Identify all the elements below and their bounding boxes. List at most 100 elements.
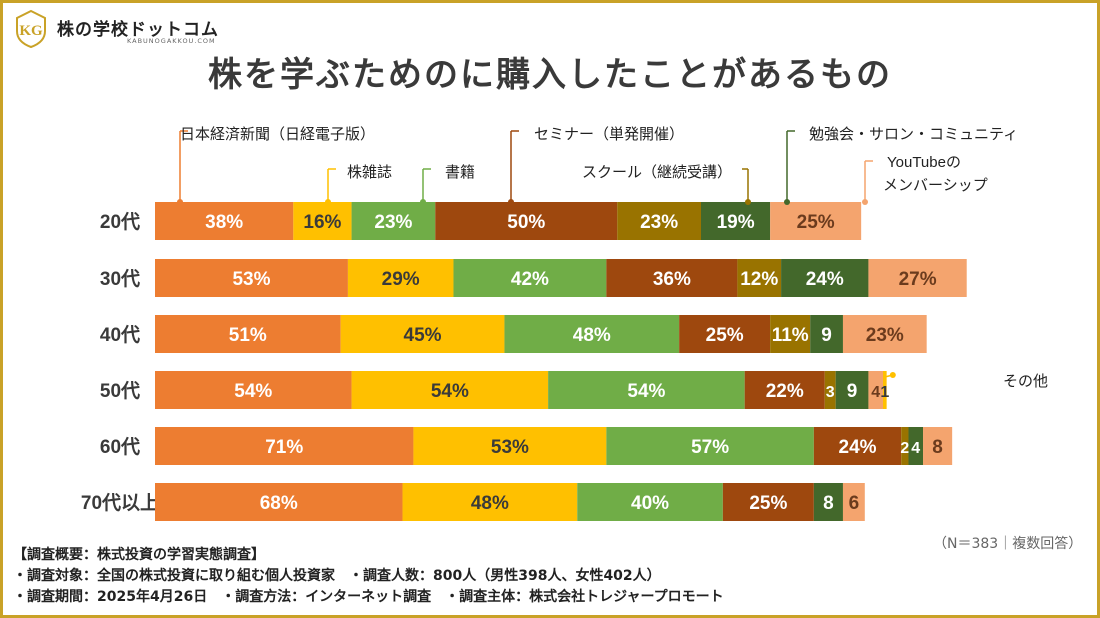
data-label: 29% <box>382 269 420 290</box>
brand-logo[interactable]: KG 株の学校ドットコム KABUNOGAKKOU.COM <box>11 9 221 51</box>
data-label: 40% <box>631 493 669 514</box>
chart-title: 株を学ぶためのに購入したことがあるもの <box>208 55 892 95</box>
data-label: 8 <box>823 493 834 514</box>
data-label: 9 <box>847 381 858 402</box>
callout-dot <box>889 372 896 378</box>
bar-segment <box>504 315 680 353</box>
data-label: 25% <box>749 493 787 514</box>
bar-segment <box>453 259 607 297</box>
data-label: 9 <box>821 325 832 346</box>
legend-label: セミナー（単発開催） <box>534 126 684 143</box>
bar-segment <box>722 483 814 521</box>
bar-segment <box>737 259 782 297</box>
bar-segment <box>548 371 745 409</box>
data-label: 48% <box>471 493 509 514</box>
data-label: 4 <box>871 384 880 401</box>
callout-dot <box>745 199 751 205</box>
data-label: 3 <box>826 384 835 401</box>
bar-segment <box>883 371 887 409</box>
data-label: 4 <box>911 440 920 457</box>
sample-note: （N＝383｜複数回答） <box>933 536 1083 552</box>
bar-segment <box>155 483 403 521</box>
data-label: 6 <box>849 493 860 514</box>
data-label: 53% <box>491 437 529 458</box>
callout-dot <box>325 199 331 205</box>
bar-segment <box>813 483 843 521</box>
brand-mark-icon: KG <box>16 9 46 49</box>
callout-dot <box>508 199 514 205</box>
data-label: 54% <box>234 381 272 402</box>
data-label: 68% <box>260 493 298 514</box>
data-label: 53% <box>232 269 270 290</box>
bar-segment <box>781 259 869 297</box>
bar-segment <box>155 427 414 465</box>
bar-segment <box>842 483 865 521</box>
callout-dot <box>177 199 183 205</box>
data-label: 24% <box>806 269 844 290</box>
bar-segment <box>901 427 909 465</box>
legend-label: 日本経済新聞（日経電子版） <box>180 126 375 143</box>
brand-subtitle: KABUNOGAKKOU.COM <box>127 37 216 45</box>
data-label: 51% <box>229 325 267 346</box>
bar-segment <box>824 371 836 409</box>
row-label: 20代 <box>100 211 140 233</box>
data-label: 1 <box>880 384 889 401</box>
bar-segment <box>402 483 578 521</box>
bar-segment <box>617 202 701 240</box>
bar-segment <box>908 427 924 465</box>
legend-label: 株雑誌 <box>347 164 392 181</box>
callout-dot <box>420 199 426 205</box>
survey-heading: 【調査概要：株式投資の学習実態調査】 <box>13 547 265 563</box>
row-label: 50代 <box>100 380 140 402</box>
data-label: 2 <box>900 440 909 457</box>
legend-label: 勉強会・サロン・コミュニティ <box>809 126 1018 143</box>
bar-segment <box>155 315 341 353</box>
data-label: 24% <box>839 437 877 458</box>
bar-segment <box>347 259 454 297</box>
bar-segment <box>835 371 869 409</box>
callout-dot <box>784 199 790 205</box>
legend-label: 書籍 <box>445 164 475 181</box>
bar-segment <box>293 202 352 240</box>
row-label: 40代 <box>100 324 140 346</box>
row-label: 60代 <box>100 436 140 458</box>
bar-segment <box>351 202 436 240</box>
data-label: 50% <box>507 212 545 233</box>
data-label: 48% <box>573 325 611 346</box>
data-label: 16% <box>303 212 341 233</box>
bar-segment <box>606 259 738 297</box>
bar-segment <box>744 371 825 409</box>
data-label: 27% <box>899 269 937 290</box>
brand-mark-text: KG <box>19 23 43 39</box>
bar-segment <box>923 427 953 465</box>
data-label: 54% <box>431 381 469 402</box>
bar-segment <box>813 427 902 465</box>
bar-segment <box>679 315 771 353</box>
legend-label: YouTubeの <box>887 154 961 171</box>
data-label: 54% <box>627 381 665 402</box>
bar-segment <box>155 202 294 240</box>
bar-segment <box>155 259 348 297</box>
bar-segment <box>701 202 771 240</box>
bar-segment <box>340 315 505 353</box>
legend-label: メンバーシップ <box>883 177 988 194</box>
survey-period-line: ・調査期間：2025年4月26日 ・調査方法：インターネット調査 ・調査主体：株… <box>13 589 724 605</box>
bar-segment <box>770 202 862 240</box>
row-label: 70代以上 <box>81 492 159 514</box>
data-label: 25% <box>797 212 835 233</box>
legend-label: スクール（継続受講） <box>582 164 732 181</box>
data-label: 22% <box>766 381 804 402</box>
bar-segment <box>868 371 883 409</box>
survey-summary: 【調査概要：株式投資の学習実態調査】 ・調査対象：全国の株式投資に取り組む個人投… <box>13 545 724 608</box>
bar-segment <box>351 371 549 409</box>
data-label: 23% <box>640 212 678 233</box>
legend-label: その他 <box>1003 373 1048 390</box>
data-label: 57% <box>691 437 729 458</box>
data-label: 23% <box>866 325 904 346</box>
survey-target-line: ・調査対象：全国の株式投資に取り組む個人投資家 ・調査人数：800人（男性398… <box>13 568 661 584</box>
bar-segment <box>868 259 967 297</box>
data-label: 19% <box>717 212 755 233</box>
bar-segment <box>606 427 814 465</box>
data-label: 45% <box>404 325 442 346</box>
